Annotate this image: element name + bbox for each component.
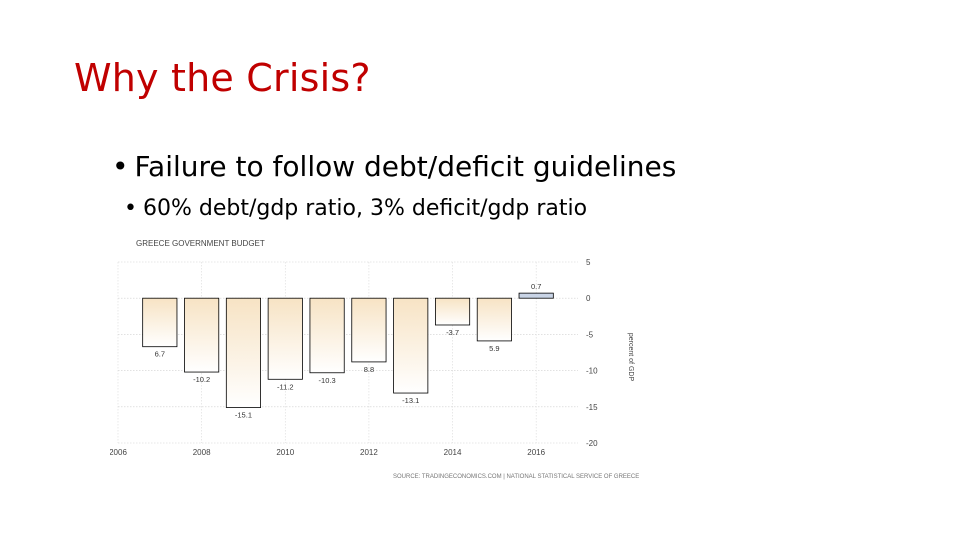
bar [351,297,387,363]
bar [267,297,303,380]
x-tick-label: 2016 [527,448,545,457]
x-tick-label: 2008 [193,448,211,457]
data-label: -10.2 [193,375,210,384]
data-label: -13.1 [402,396,419,405]
bar [184,297,220,373]
bar [225,297,261,408]
chart-y-axis-label: percent of GDP [627,333,634,382]
chart-x-ticks: 2006 2008 2010 2012 2014 2016 [110,448,546,457]
data-label: -3.7 [446,328,459,337]
chart-bars [142,292,554,408]
chart-data-labels: 6.7 -10.2 -15.1 -11.2 -10.3 8.8 -13.1 -3.7 5.9 0.… [155,282,542,419]
bullet-text: Failure to follow debt/deficit guideline… [134,150,677,183]
y-tick-label: 0 [586,294,591,303]
chart-title: GREECE GOVERNMENT BUDGET [136,239,265,248]
y-tick-label: 5 [586,258,591,267]
slide-title: Why the Crisis? [74,56,371,100]
bullet-dot: • [124,196,137,221]
x-tick-label: 2010 [276,448,294,457]
bar [393,297,429,394]
bullet-dot: • [112,150,129,183]
x-tick-label: 2012 [360,448,378,457]
y-tick-label: -5 [586,330,594,339]
data-label: -10.3 [319,376,336,385]
budget-chart: GREECE GOVERNMENT BUDGET 6.7 -10.2 -15.1 -1… [110,239,639,480]
bar [434,297,471,326]
y-tick-label: -10 [586,367,598,376]
bar [518,292,554,299]
chart-source: SOURCE: TRADINGECONOMICS.COM | NATIONAL … [393,474,639,480]
bar [142,297,178,348]
data-label: 8.8 [364,365,374,374]
bullet-text: 60% debt/gdp ratio, 3% deficit/gdp ratio [142,196,588,221]
x-tick-label: 2014 [444,448,462,457]
data-label: 5.9 [489,344,499,353]
data-label: 6.7 [155,350,165,359]
data-label: -15.1 [235,411,252,420]
y-tick-label: -15 [586,403,598,412]
bullet-level-1: • Failure to follow debt/deficit guidelin… [112,150,676,183]
bullet-level-2: • 60% debt/gdp ratio, 3% deficit/gdp rati… [124,196,587,221]
data-label: 0.7 [531,282,541,291]
bar [309,297,345,374]
data-label: -11.2 [277,382,294,391]
bar [476,297,512,342]
x-tick-label: 2006 [110,448,127,457]
chart-y-ticks: 5 0 -5 -10 -15 -20 [586,258,598,448]
y-tick-label: -20 [586,439,598,448]
